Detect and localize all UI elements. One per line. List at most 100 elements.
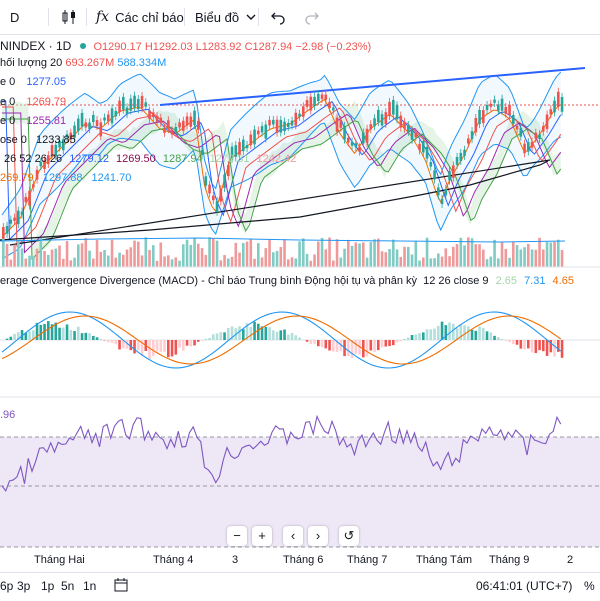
interval-button[interactable]: D — [10, 0, 19, 34]
candle-body — [223, 174, 226, 187]
macd-histogram-bar — [527, 340, 530, 348]
ma-legend-1[interactable]: e 0 1277.05 — [0, 75, 66, 89]
ma-value: 1277.05 — [26, 76, 66, 88]
ma-legend-3[interactable]: e 0 1255.81 — [0, 114, 66, 128]
candle-body — [242, 140, 245, 151]
bollinger-legend[interactable]: 269.79 1297.88 1241.70 — [0, 171, 131, 185]
zoom-out-button[interactable]: − — [227, 526, 247, 546]
range-1m[interactable]: 1p — [41, 579, 54, 593]
candle-body — [535, 133, 538, 139]
volume-bar — [212, 238, 215, 267]
clock-time[interactable]: 06:41:01 (UTC+7) — [476, 579, 572, 593]
candle-body — [478, 110, 481, 124]
macd-histogram-bar — [422, 332, 425, 340]
candle-body — [208, 185, 211, 194]
candle-body — [456, 157, 459, 165]
range-6m[interactable]: 6p — [0, 579, 13, 593]
macd-legend[interactable]: erage Convergence Divergence (MACD) - Ch… — [0, 274, 574, 288]
volume-pane — [0, 237, 565, 267]
macd-histogram-bar — [317, 340, 320, 346]
volume-bar — [160, 243, 163, 267]
range-3m[interactable]: 3p — [17, 579, 30, 593]
ma-label: e 0 — [0, 96, 15, 108]
volume-bar — [478, 244, 481, 267]
candle-body — [385, 112, 388, 124]
toolbar-divider — [258, 8, 259, 26]
volume-bar — [381, 251, 384, 267]
redo-button[interactable] — [304, 0, 320, 34]
ma-legend-4[interactable]: ose 0 1233.85 — [0, 133, 76, 147]
percent-toggle[interactable]: % — [584, 579, 595, 593]
volume-bar — [28, 256, 31, 267]
redo-icon — [304, 9, 320, 25]
scroll-left-button[interactable]: ‹ — [283, 526, 303, 546]
candle-body — [475, 118, 478, 132]
macd-histogram-bar — [268, 327, 271, 340]
candle-body — [152, 112, 155, 117]
top-toolbar: D fx Các chỉ báo Biểu đồ — [0, 0, 600, 35]
symbol-name[interactable]: NINDEX · 1D — [0, 39, 71, 53]
candle-body — [486, 105, 489, 110]
candle-body — [542, 126, 545, 132]
macd-histogram-bar — [426, 329, 429, 340]
macd-histogram-bar — [377, 340, 380, 350]
volume-bar — [508, 258, 511, 267]
scroll-right-button[interactable]: › — [308, 526, 328, 546]
candle-body — [396, 105, 399, 119]
volume-bar — [520, 249, 523, 267]
range-1d[interactable]: 1n — [83, 579, 96, 593]
candle-body — [2, 227, 5, 239]
toolbar-divider — [86, 8, 87, 26]
candles-chart-type-button[interactable] — [60, 0, 78, 34]
volume-bar — [497, 258, 500, 267]
rsi-legend[interactable]: .96 — [0, 408, 15, 422]
candle-body — [137, 99, 140, 109]
calendar-icon — [113, 577, 129, 593]
candle-body — [426, 147, 429, 159]
volume-bar — [43, 251, 46, 267]
macd-histogram-bar — [313, 340, 316, 344]
volume-legend[interactable]: hối lượng 20 693.267M 588.334M — [0, 56, 166, 70]
candle-body — [460, 153, 463, 161]
undo-button[interactable] — [270, 0, 286, 34]
macd-histogram-bar — [392, 340, 395, 345]
macd-histogram-bar — [58, 328, 61, 340]
candle-body — [85, 122, 88, 127]
chart-canvas[interactable] — [0, 35, 600, 565]
macd-histogram-bar — [516, 340, 519, 345]
date-range-button[interactable] — [113, 577, 129, 596]
volume-bar — [430, 258, 433, 267]
volume-bar — [448, 256, 451, 267]
candle-body — [430, 162, 433, 167]
volume-bar — [220, 260, 223, 267]
zoom-in-button[interactable]: + — [252, 526, 272, 546]
indicators-button[interactable]: fx Các chỉ báo — [96, 0, 184, 34]
candle-body — [546, 115, 549, 130]
ichimoku-value-5: 1242.42 — [257, 153, 297, 165]
macd-histogram-bar — [6, 339, 9, 340]
macd-histogram-bar — [355, 340, 358, 354]
volume-bar — [325, 249, 328, 267]
candle-body — [167, 120, 170, 129]
chart-area[interactable]: NINDEX · 1D O1290.17 H1292.03 L1283.92 C… — [0, 35, 600, 565]
range-5d[interactable]: 5n — [61, 579, 74, 593]
candle-body — [358, 147, 361, 151]
volume-bar — [306, 254, 309, 267]
volume-bar — [231, 257, 234, 267]
volume-bar — [261, 257, 264, 267]
macd-histogram-bar — [471, 330, 474, 340]
ichimoku-legend[interactable]: 26 52 26 26 1279.12 1269.50 1287.94 1279… — [0, 152, 296, 166]
open-value: O1290.17 — [93, 41, 141, 53]
ma-legend-2[interactable]: e 0 1269.79 — [0, 95, 66, 109]
macd-histogram-bar — [223, 332, 226, 340]
reset-chart-button[interactable]: ↺ — [339, 526, 359, 546]
volume-bar — [122, 255, 125, 267]
candle-body — [10, 220, 13, 224]
macd-histogram-bar — [182, 340, 185, 351]
chart-type-dropdown[interactable]: Biểu đồ — [195, 0, 257, 34]
close-value: C1287.94 — [245, 41, 293, 53]
macd-histogram-bar — [310, 340, 313, 344]
volume-bar — [505, 249, 508, 267]
volume-bar — [55, 249, 58, 267]
toolbar-divider — [184, 8, 185, 26]
